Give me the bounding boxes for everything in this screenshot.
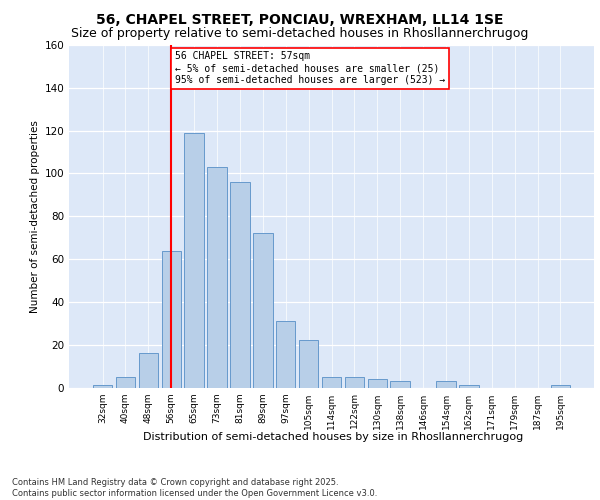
Bar [368, 379, 387, 388]
Y-axis label: Number of semi-detached properties: Number of semi-detached properties [30, 120, 40, 312]
Text: Distribution of semi-detached houses by size in Rhosllannerchrugog: Distribution of semi-detached houses by … [143, 432, 523, 442]
Bar [299, 340, 319, 388]
Bar [253, 234, 272, 388]
Bar [230, 182, 250, 388]
Bar [116, 377, 135, 388]
Bar [551, 386, 570, 388]
Text: 56, CHAPEL STREET, PONCIAU, WREXHAM, LL14 1SE: 56, CHAPEL STREET, PONCIAU, WREXHAM, LL1… [96, 12, 504, 26]
Bar [459, 386, 479, 388]
Bar [322, 377, 341, 388]
Bar [139, 353, 158, 388]
Text: Size of property relative to semi-detached houses in Rhosllannerchrugog: Size of property relative to semi-detach… [71, 28, 529, 40]
Bar [391, 381, 410, 388]
Bar [276, 321, 295, 388]
Bar [161, 250, 181, 388]
Bar [344, 377, 364, 388]
Bar [93, 386, 112, 388]
Text: Contains HM Land Registry data © Crown copyright and database right 2025.
Contai: Contains HM Land Registry data © Crown c… [12, 478, 377, 498]
Bar [184, 133, 204, 388]
Bar [436, 381, 455, 388]
Bar [208, 167, 227, 388]
Text: 56 CHAPEL STREET: 57sqm
← 5% of semi-detached houses are smaller (25)
95% of sem: 56 CHAPEL STREET: 57sqm ← 5% of semi-det… [175, 52, 445, 84]
